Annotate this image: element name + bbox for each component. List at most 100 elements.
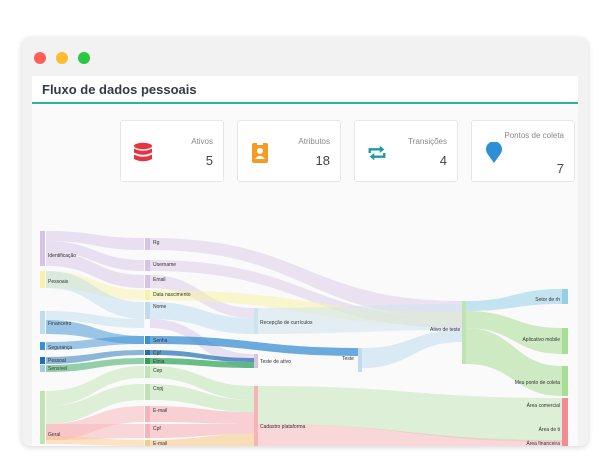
flow-category-attribute[interactable] (46, 384, 144, 424)
node-category[interactable] (40, 357, 45, 364)
node-attribute[interactable] (145, 440, 150, 446)
flow-category-attribute[interactable] (46, 358, 144, 372)
data-flow-area: Identificação Pessoais Financeiro Segurança… (32, 106, 578, 446)
node-label-destination: Área financeira (526, 440, 560, 446)
node-label-category: Pessoais (48, 279, 69, 285)
node-attribute[interactable] (145, 260, 150, 271)
kpi-label: Atributos (298, 137, 330, 146)
flow-asset-destination[interactable] (466, 311, 562, 354)
kpi-label: Pontos de coleta (504, 131, 564, 141)
node-destination[interactable] (562, 424, 568, 442)
minimize-window-button[interactable] (56, 52, 68, 64)
node-asset[interactable] (462, 301, 466, 364)
page-title: Fluxo de dados pessoais (42, 81, 197, 97)
node-category[interactable] (40, 391, 45, 444)
flow-attribute-asset[interactable] (150, 350, 254, 362)
flow-category-attribute[interactable] (46, 424, 144, 440)
node-destination[interactable] (562, 440, 568, 446)
node-label-destination: Área comercial (527, 402, 560, 409)
node-attribute[interactable] (145, 358, 150, 364)
flow-category-attribute[interactable] (46, 231, 144, 250)
flow-attribute-asset[interactable] (150, 406, 254, 424)
flow-attribute-asset[interactable] (150, 336, 362, 356)
node-attribute[interactable] (145, 302, 150, 319)
kpi-card-atributos[interactable]: Atributos 18 (237, 120, 341, 182)
node-attribute[interactable] (145, 290, 150, 300)
node-label-asset: Recepção de currículos (260, 320, 313, 326)
flow-attribute-asset[interactable] (150, 384, 254, 412)
node-category[interactable] (40, 231, 45, 266)
node-attribute[interactable] (145, 384, 150, 400)
flow-category-attribute[interactable] (46, 436, 144, 446)
kpi-label-text: Pontos de coleta (504, 131, 564, 140)
id-badge-icon (252, 143, 268, 163)
node-destination[interactable] (562, 328, 568, 354)
node-label-attribute: Cpf (153, 426, 161, 432)
kpi-card-transicoes[interactable]: Transições 4 (354, 120, 458, 182)
flow-asset-destination[interactable] (258, 304, 462, 334)
node-attribute[interactable] (145, 238, 150, 250)
flow-category-attribute[interactable] (46, 271, 144, 319)
flow-attribute-asset[interactable] (150, 358, 254, 368)
node-label-category: Pessoal (48, 358, 66, 364)
node-asset[interactable] (254, 308, 258, 334)
node-attribute[interactable] (145, 366, 150, 378)
flow-attribute-asset[interactable] (150, 238, 462, 318)
flow-category-attribute[interactable] (46, 241, 144, 271)
node-label-attribute: Rg (153, 240, 160, 246)
kpi-card-ativos[interactable]: Ativos 5 (120, 120, 224, 182)
flow-category-attribute[interactable] (46, 350, 144, 364)
node-attribute[interactable] (145, 406, 150, 422)
flow-asset-destination[interactable] (362, 330, 462, 368)
window-titlebar (22, 38, 588, 76)
node-asset[interactable] (358, 348, 362, 372)
node-destination[interactable] (562, 366, 568, 396)
flow-asset-destination[interactable] (466, 289, 562, 311)
node-label-attribute: Username (153, 262, 176, 268)
node-asset[interactable] (254, 354, 258, 368)
close-window-button[interactable] (34, 52, 46, 64)
flow-asset-destination[interactable] (466, 328, 562, 396)
node-category[interactable] (40, 365, 45, 372)
node-attribute[interactable] (145, 424, 150, 438)
node-label-category: Geral (48, 432, 60, 438)
maximize-window-button[interactable] (78, 52, 90, 64)
node-label-attribute: Cep (153, 368, 162, 374)
flow-attribute-asset[interactable] (150, 424, 254, 438)
node-category[interactable] (40, 342, 45, 350)
map-pin-icon (486, 142, 502, 163)
flow-category-attribute[interactable] (46, 311, 144, 328)
node-label-attribute: Cnpj (153, 386, 163, 392)
flow-category-attribute[interactable] (46, 366, 144, 406)
page-header: Fluxo de dados pessoais (32, 76, 578, 104)
flow-attribute-asset[interactable] (150, 302, 254, 334)
node-label-asset: Ativo de teste (430, 327, 461, 333)
node-category[interactable] (40, 311, 45, 334)
flow-asset-destination[interactable] (258, 424, 562, 446)
node-attribute[interactable] (145, 336, 150, 344)
kpi-card-pontos-de-coleta[interactable]: Pontos de coleta 7 (471, 120, 575, 182)
node-label-attribute: Data nascimento (153, 292, 191, 298)
node-label-attribute: Senha (153, 338, 168, 344)
node-attribute[interactable] (145, 275, 150, 288)
node-label-asset: Teste de ativo (260, 359, 291, 365)
node-attribute[interactable] (145, 350, 150, 355)
kpi-value: 18 (315, 153, 330, 168)
node-destination[interactable] (562, 398, 568, 424)
flow-attribute-asset[interactable] (150, 434, 254, 446)
node-asset[interactable] (254, 386, 258, 446)
flow-asset-destination[interactable] (258, 386, 562, 424)
node-label-attribute: Etnia (153, 359, 165, 365)
flow-attribute-asset[interactable] (150, 260, 462, 328)
flow-category-attribute[interactable] (46, 252, 144, 288)
flow-category-attribute[interactable] (46, 336, 144, 350)
node-label-attribute: Cpf (153, 351, 161, 357)
node-label-category: Identificação (48, 253, 76, 259)
node-label-category: Segurança (48, 345, 72, 351)
node-destination[interactable] (562, 289, 568, 304)
flow-asset-destination[interactable] (258, 406, 562, 442)
dashboard-panel: Fluxo de dados pessoais Identificação Pes… (32, 76, 578, 446)
flow-attribute-asset[interactable] (150, 366, 254, 400)
node-category[interactable] (40, 271, 45, 288)
node-label-category: Sensível (48, 366, 67, 372)
